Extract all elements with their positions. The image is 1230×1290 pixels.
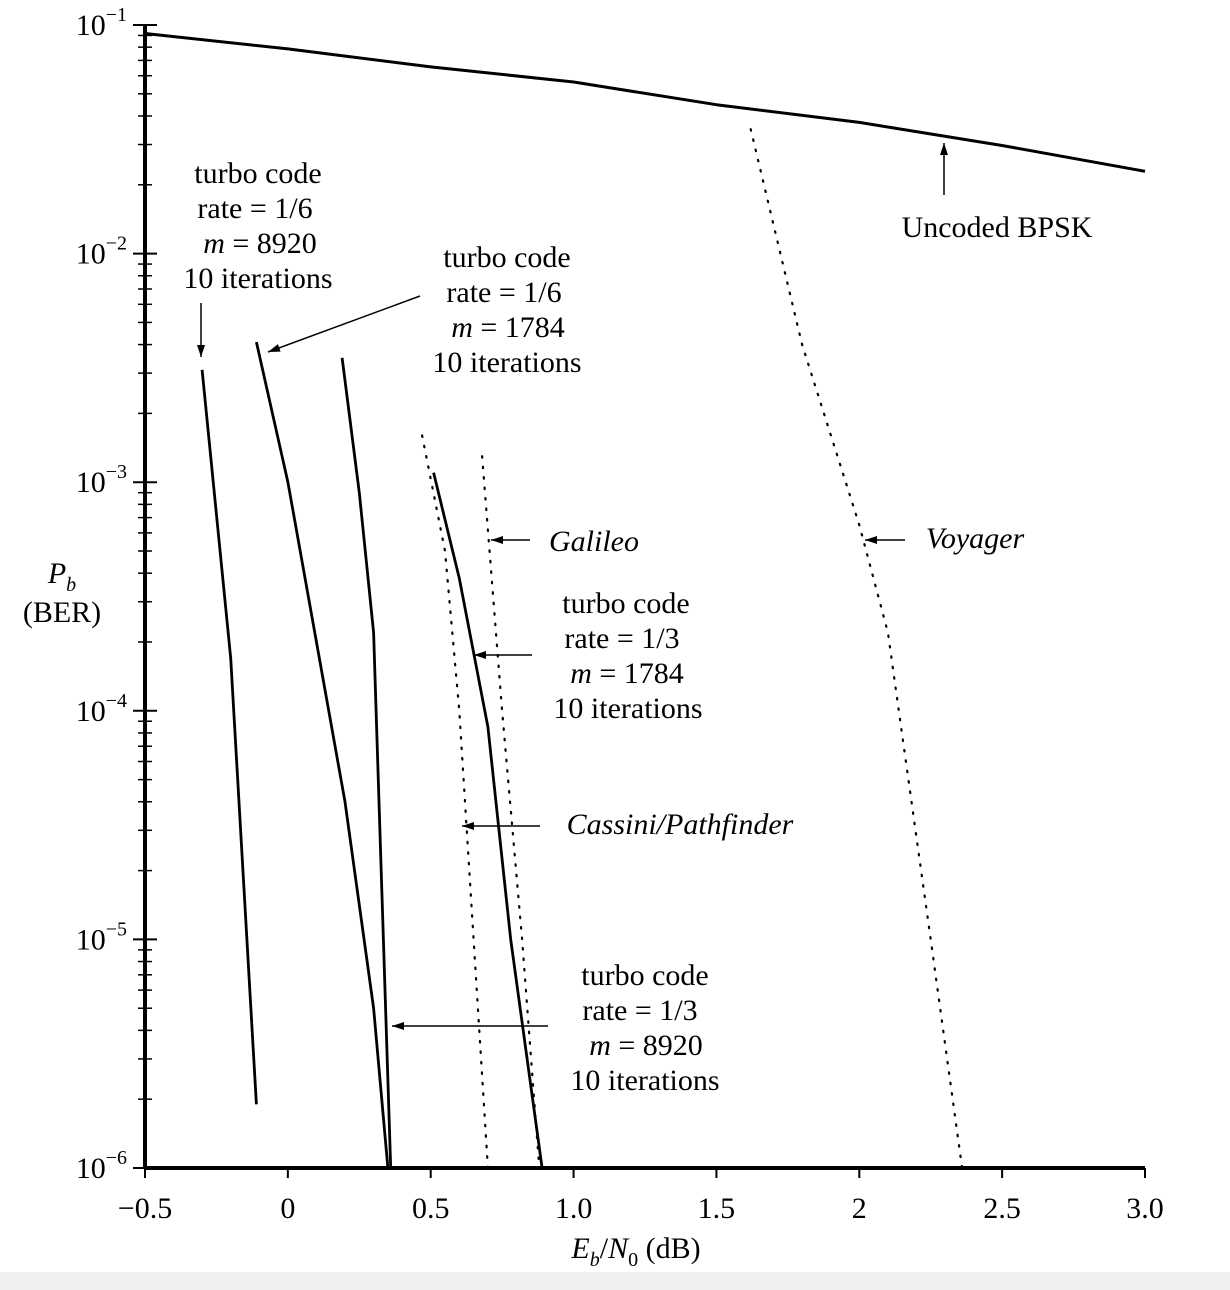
annotation-text: rate = 1/3 — [564, 622, 679, 655]
x-tick-label: 3.0 — [1126, 1192, 1164, 1225]
y-axis-label: Pb — [47, 557, 76, 596]
annotation-arrow-line — [267, 295, 421, 353]
annotation-text: rate = 1/6 — [446, 276, 561, 309]
series-line — [255, 341, 390, 1169]
series-line — [481, 455, 541, 1170]
y-tick-label: 10−5 — [76, 918, 127, 956]
y-tick-label: 10−4 — [76, 690, 127, 728]
annotation-arrowhead — [392, 1022, 404, 1030]
annotation-arrowhead — [462, 822, 474, 830]
page-bottom-strip — [0, 1272, 1230, 1290]
annotation-text: rate = 1/6 — [197, 192, 312, 225]
series-line — [421, 434, 489, 1170]
y-tick-label: 10−2 — [76, 233, 127, 271]
voyager-label: Voyager — [926, 522, 1025, 555]
x-tick-label: 0.5 — [412, 1192, 450, 1225]
x-tick-label: 1.0 — [555, 1192, 593, 1225]
annotation-text: turbo code — [581, 959, 708, 992]
x-tick-label: 1.5 — [698, 1192, 736, 1225]
x-tick-label: 0 — [280, 1192, 295, 1225]
uncoded-bpsk-label: Uncoded BPSK — [902, 211, 1093, 244]
annotation-text: turbo code — [194, 157, 321, 190]
annotation-arrowhead — [268, 344, 281, 352]
series-line — [432, 472, 544, 1169]
cassini-pathfinder-label: Cassini/Pathfinder — [567, 808, 794, 841]
x-tick-label: 2.5 — [983, 1192, 1021, 1225]
series-line — [144, 32, 1146, 173]
annotation-arrowhead — [940, 143, 948, 155]
galileo-label: Galileo — [549, 525, 639, 558]
x-tick-label: 2 — [852, 1192, 867, 1225]
x-tick-label: −0.5 — [118, 1192, 172, 1225]
series-line — [340, 357, 393, 1169]
annotation-arrowhead — [197, 345, 205, 357]
series-line — [200, 369, 258, 1105]
annotation-text: m = 1784 — [451, 311, 565, 344]
annotation-text: turbo code — [443, 241, 570, 274]
series-group — [144, 32, 1146, 1170]
annotation-text: m = 8920 — [203, 227, 317, 260]
y-axis-label-ber: (BER) — [23, 596, 101, 629]
annotation-text: 10 iterations — [183, 262, 332, 295]
annotation-text: 10 iterations — [553, 692, 702, 725]
axes: 10−6 10−5 10−4 10−3 10−2 10−1 −0.5 0 0.5 1.0 1.5 2 2… — [76, 4, 1164, 1225]
annotation-arrowhead — [474, 651, 486, 659]
annotation-text: rate = 1/3 — [582, 994, 697, 1027]
x-axis-label: Eb/N0 (dB) — [570, 1232, 700, 1271]
series-line — [749, 128, 964, 1170]
annotation-text: 10 iterations — [432, 346, 581, 379]
axis-labels: Pb(BER) Eb/N0 (dB) — [23, 557, 701, 1271]
annotation-arrowhead — [865, 536, 877, 544]
y-tick-label: 10−3 — [76, 461, 127, 499]
annotation-text: m = 8920 — [589, 1029, 703, 1062]
annotation-arrowhead — [491, 536, 503, 544]
annotation-text: m = 1784 — [570, 657, 684, 690]
annotation-text: 10 iterations — [570, 1064, 719, 1097]
annotation-text: turbo code — [562, 587, 689, 620]
y-tick-label: 10−6 — [76, 1147, 127, 1185]
y-tick-label: 10−1 — [76, 4, 127, 42]
